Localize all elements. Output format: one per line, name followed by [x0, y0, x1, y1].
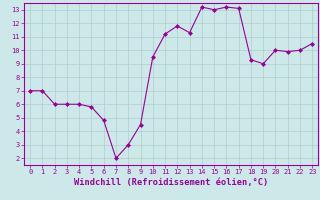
- X-axis label: Windchill (Refroidissement éolien,°C): Windchill (Refroidissement éolien,°C): [74, 178, 268, 187]
